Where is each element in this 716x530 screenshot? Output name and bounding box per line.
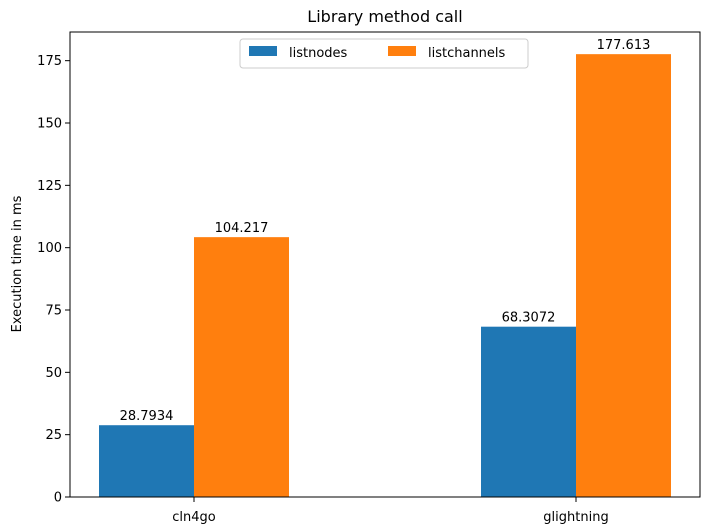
bar-value-label: 28.7934 xyxy=(120,409,174,424)
legend-box xyxy=(239,38,529,69)
y-axis: 0 25 50 75 100 125 150 175 xyxy=(37,54,70,506)
bar-value-label: 104.217 xyxy=(215,221,269,236)
bar-value-label: 68.3072 xyxy=(502,311,556,326)
y-tick-label: 175 xyxy=(37,54,62,69)
legend-swatch-listchannels xyxy=(388,46,416,56)
bar-listchannels-glightning xyxy=(576,54,671,498)
y-tick-label: 100 xyxy=(37,241,62,256)
legend: listnodes listchannels xyxy=(239,38,529,69)
bar-listnodes-glightning xyxy=(481,326,576,497)
bar-value-label: 177.613 xyxy=(597,38,651,53)
y-axis-label: Execution time in ms xyxy=(10,195,25,332)
legend-label-listnodes: listnodes xyxy=(289,46,348,61)
y-tick-label: 50 xyxy=(45,366,62,381)
y-tick-label: 75 xyxy=(45,304,62,319)
bars: 28.7934 104.217 68.3072 177.613 xyxy=(99,38,671,498)
bar-listnodes-cln4go xyxy=(99,425,194,497)
plot-frame xyxy=(69,31,701,498)
legend-swatch-listnodes xyxy=(249,46,277,56)
x-tick-label: cln4go xyxy=(172,510,216,525)
x-tick-label: glightning xyxy=(543,510,608,525)
x-axis: cln4go glightning xyxy=(172,497,609,525)
y-tick-label: 125 xyxy=(37,179,62,194)
bar-listchannels-cln4go xyxy=(194,237,289,497)
legend-label-listchannels: listchannels xyxy=(428,46,506,61)
y-tick-label: 150 xyxy=(37,117,62,132)
y-tick-label: 25 xyxy=(45,428,62,443)
chart-title: Library method call xyxy=(307,7,462,26)
y-tick-label: 0 xyxy=(54,491,62,506)
